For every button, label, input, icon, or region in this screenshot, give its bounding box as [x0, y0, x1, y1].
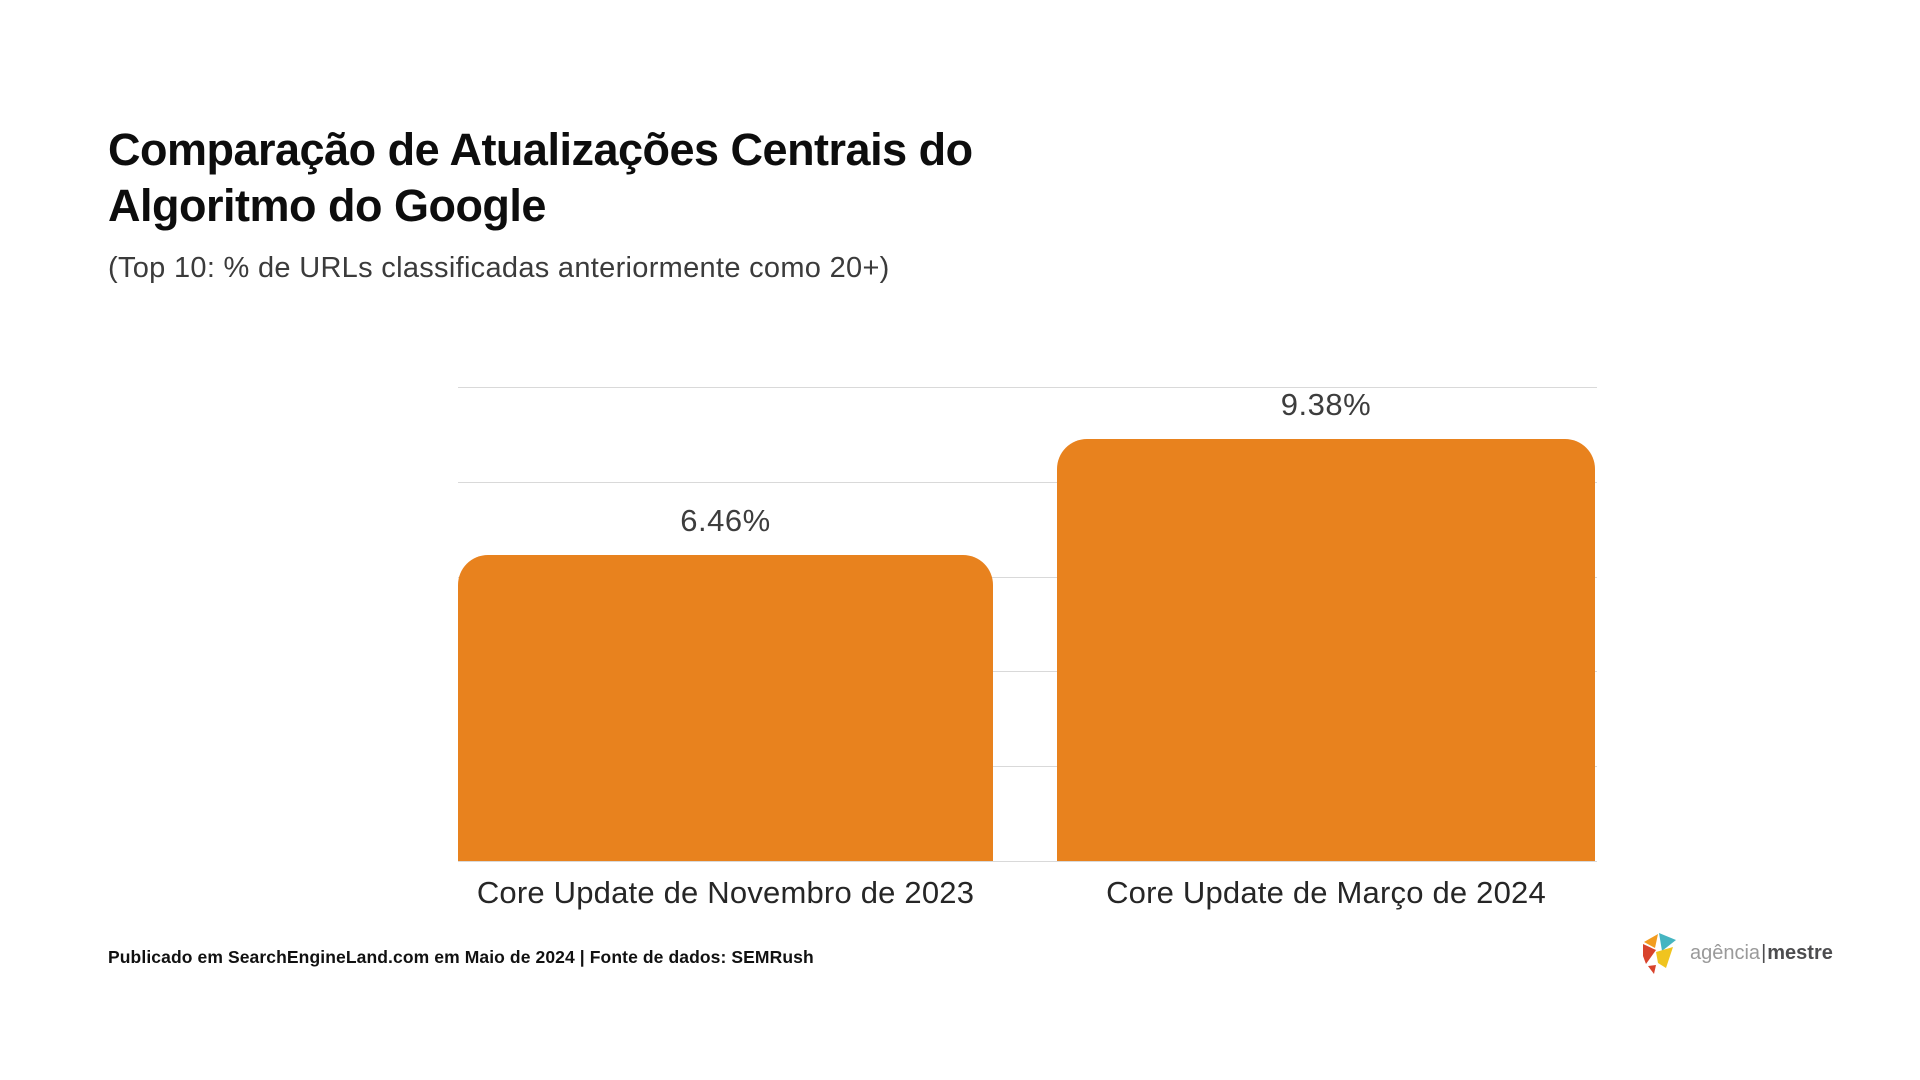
brand-separator: | [1761, 941, 1767, 964]
pinwheel-logo-icon [1642, 930, 1682, 976]
page-title-line-1: Comparação de Atualizações Centrais do [108, 124, 973, 175]
category-label: Core Update de Novembro de 2023 [476, 875, 975, 910]
source-attribution: Publicado em SearchEngineLand.com em Mai… [108, 947, 814, 967]
brand-logo: agência|mestre [1642, 930, 1833, 976]
bar-marco-2024 [1057, 439, 1595, 861]
value-label: 6.46% [680, 502, 771, 538]
page-title-line-2: Algoritmo do Google [108, 180, 546, 231]
page-title: Comparação de Atualizações Centrais do A… [108, 122, 973, 234]
bar-group-marco-2024: 9.38% Core Update de Março de 2024 [1057, 387, 1595, 910]
value-label: 9.38% [1280, 387, 1372, 422]
gridline [458, 387, 1597, 388]
bar-novembro-2023 [458, 554, 993, 861]
page-subtitle: (Top 10: % de URLs classificadas anterio… [108, 252, 890, 284]
brand-name-light: agência [1690, 941, 1761, 964]
gridline [458, 576, 1597, 578]
brand-name: agência|mestre [1690, 942, 1833, 965]
bar-chart: 6.46% Core Update de Novembro de 2023 9.… [458, 387, 1597, 910]
brand-name-bold: mestre [1767, 941, 1833, 964]
bar-group-novembro-2023: 6.46% Core Update de Novembro de 2023 [458, 387, 993, 910]
gridline [458, 481, 1597, 483]
gridline [458, 671, 1597, 673]
baseline [458, 861, 1597, 862]
gridline [458, 766, 1597, 768]
category-label: Core Update de Março de 2024 [1106, 875, 1546, 910]
